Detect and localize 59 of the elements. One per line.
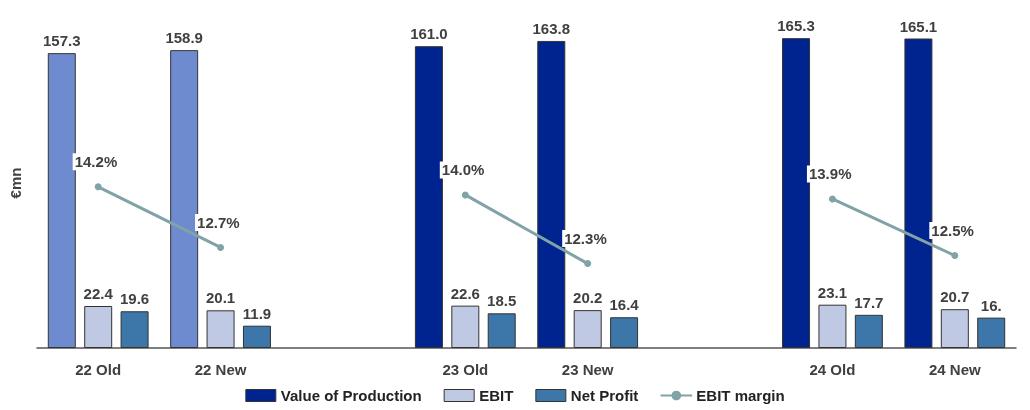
- bar: [120, 311, 149, 348]
- bar: [487, 313, 516, 348]
- point: [584, 260, 592, 268]
- x-tick-label: 22 New: [194, 361, 247, 378]
- x-tick-label: 23 New: [561, 361, 614, 378]
- legend-label: Net Profit: [570, 387, 639, 404]
- bar: [904, 38, 933, 348]
- point: [951, 252, 959, 259]
- data-label: 23.1: [817, 283, 848, 301]
- data-label: 158.9: [165, 29, 203, 47]
- y-axis-title: €mn: [7, 167, 24, 199]
- data-label: 12.3%: [564, 230, 607, 248]
- data-label: 18.5: [487, 292, 517, 310]
- bar: [977, 317, 1006, 348]
- data-label: 14.0%: [441, 161, 485, 179]
- legend-label: Value of Production: [280, 387, 422, 404]
- bar: [84, 306, 113, 348]
- legend-label: EBIT: [479, 387, 514, 404]
- bar: [854, 314, 883, 348]
- legend-label: EBIT margin: [696, 387, 785, 404]
- bar: [414, 46, 443, 348]
- data-label: 13.9%: [808, 165, 852, 183]
- data-label: 22.4: [83, 285, 114, 303]
- bar: [170, 50, 199, 348]
- data-label: 11.9: [242, 304, 272, 322]
- data-label: 20.7: [940, 288, 970, 306]
- data-label: 20.2: [573, 289, 603, 307]
- data-label: 12.5%: [931, 222, 974, 239]
- point: [94, 183, 102, 191]
- bar: [610, 317, 639, 348]
- bar: [242, 325, 271, 348]
- bar: [940, 309, 969, 348]
- bar: [537, 40, 566, 348]
- data-label: 165.1: [899, 17, 938, 35]
- point: [217, 243, 225, 251]
- x-tick-label: 24 New: [928, 361, 981, 378]
- bar: [782, 38, 811, 348]
- data-label: 17.7: [854, 293, 884, 311]
- bar: [451, 305, 480, 348]
- point: [461, 191, 469, 199]
- bar: [573, 310, 602, 348]
- data-label: 19.6: [119, 290, 150, 308]
- bar: [206, 310, 235, 348]
- data-label: 157.3: [43, 32, 81, 50]
- x-tick-label: 23 Old: [442, 361, 489, 378]
- data-label: 22.6: [450, 284, 480, 302]
- bar: [818, 304, 847, 348]
- data-label: 163.8: [532, 19, 571, 37]
- x-tick-label: 24 Old: [809, 361, 856, 378]
- data-label: 20.1: [205, 289, 236, 307]
- data-label: 165.3: [777, 17, 815, 35]
- point: [828, 195, 836, 203]
- bar: [47, 53, 76, 348]
- data-label: 16.: [980, 296, 1002, 314]
- data-label: 14.2%: [74, 153, 118, 171]
- data-label: 161.0: [410, 25, 448, 43]
- data-label: 12.7%: [197, 213, 240, 231]
- x-tick-label: 22 Old: [75, 361, 122, 378]
- data-label: 16.4: [609, 296, 640, 314]
